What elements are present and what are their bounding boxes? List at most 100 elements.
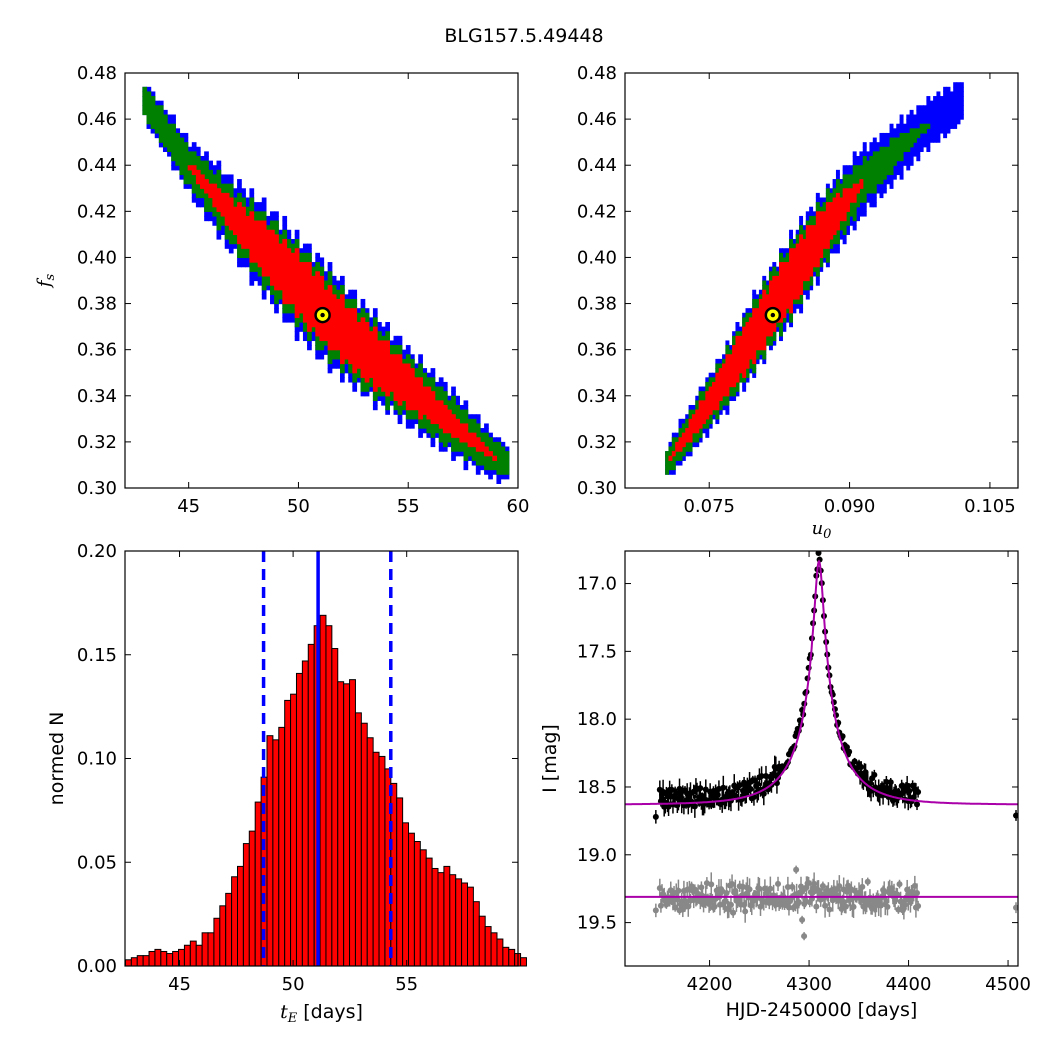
density-cell-3sigma bbox=[286, 317, 292, 323]
density-cell-2sigma bbox=[179, 151, 185, 157]
density-cell-1sigma bbox=[360, 354, 366, 360]
density-cell-2sigma bbox=[307, 252, 312, 259]
density-cell-1sigma bbox=[270, 243, 275, 249]
density-cell-3sigma bbox=[463, 400, 469, 406]
density-cell-1sigma bbox=[323, 331, 329, 337]
density-cell-2sigma bbox=[695, 432, 700, 438]
density-cell-1sigma bbox=[298, 266, 304, 272]
density-cell-1sigma bbox=[302, 312, 308, 318]
density-cell-2sigma bbox=[245, 252, 251, 259]
density-cell-2sigma bbox=[257, 211, 263, 217]
density-cell-2sigma bbox=[434, 391, 440, 397]
density-cell-2sigma bbox=[665, 455, 670, 461]
density-cell-3sigma bbox=[829, 188, 834, 194]
density-cell-2sigma bbox=[822, 252, 827, 259]
density-cell-1sigma bbox=[459, 437, 465, 443]
density-cell-3sigma bbox=[956, 82, 961, 88]
density-cell-3sigma bbox=[916, 156, 921, 162]
density-cell-2sigma bbox=[253, 266, 259, 272]
density-cell-2sigma bbox=[154, 105, 160, 111]
density-cell-3sigma bbox=[195, 197, 201, 203]
density-cell-2sigma bbox=[200, 192, 205, 199]
density-cell-1sigma bbox=[339, 335, 345, 342]
density-cell-1sigma bbox=[352, 363, 358, 369]
density-cell-3sigma bbox=[257, 206, 263, 212]
density-cell-1sigma bbox=[274, 271, 279, 277]
density-cell-2sigma bbox=[738, 331, 743, 337]
density-cell-3sigma bbox=[906, 114, 911, 120]
density-cell-2sigma bbox=[675, 455, 680, 461]
density-cell-1sigma bbox=[290, 257, 296, 263]
density-cell-1sigma bbox=[237, 225, 242, 231]
density-cell-2sigma bbox=[175, 142, 181, 148]
density-cell-3sigma bbox=[216, 229, 222, 235]
density-cell-3sigma bbox=[282, 312, 288, 318]
density-cell-2sigma bbox=[162, 123, 168, 129]
density-cell-1sigma bbox=[249, 215, 255, 222]
density-cell-3sigma bbox=[906, 128, 911, 134]
density-cell-1sigma bbox=[430, 395, 436, 401]
density-cell-2sigma bbox=[261, 211, 267, 217]
density-cell-3sigma bbox=[191, 192, 197, 199]
density-cell-2sigma bbox=[471, 418, 477, 425]
density-cell-3sigma bbox=[708, 372, 713, 378]
density-cell-3sigma bbox=[298, 248, 304, 254]
density-cell-3sigma bbox=[849, 220, 854, 226]
density-cell-2sigma bbox=[442, 395, 448, 401]
density-cell-2sigma bbox=[232, 197, 238, 203]
density-cell-2sigma bbox=[779, 331, 783, 337]
density-cell-2sigma bbox=[765, 289, 770, 295]
density-cell-3sigma bbox=[434, 432, 440, 438]
density-cell-2sigma bbox=[849, 179, 854, 185]
density-cell-1sigma bbox=[377, 381, 382, 388]
density-cell-3sigma bbox=[953, 91, 958, 97]
density-cell-1sigma bbox=[430, 391, 436, 397]
density-cell-3sigma bbox=[735, 326, 740, 332]
density-cell-3sigma bbox=[675, 460, 680, 466]
density-cell-3sigma bbox=[323, 275, 329, 282]
density-cell-2sigma bbox=[204, 169, 209, 176]
density-cell-1sigma bbox=[352, 322, 358, 328]
density-cell-3sigma bbox=[748, 368, 753, 374]
density-cell-3sigma bbox=[360, 298, 366, 305]
density-cell-2sigma bbox=[500, 469, 506, 475]
density-cell-1sigma bbox=[319, 285, 325, 291]
density-cell-3sigma bbox=[368, 317, 374, 323]
density-cell-1sigma bbox=[311, 285, 316, 291]
density-cell-2sigma bbox=[475, 455, 481, 461]
density-cell-2sigma bbox=[191, 179, 197, 185]
density-cell-1sigma bbox=[381, 377, 386, 383]
density-cell-1sigma bbox=[405, 372, 411, 378]
density-cell-2sigma bbox=[842, 225, 847, 231]
density-cell-1sigma bbox=[307, 275, 312, 282]
density-cell-1sigma bbox=[228, 225, 234, 231]
density-cell-1sigma bbox=[307, 303, 312, 309]
density-cell-1sigma bbox=[401, 363, 407, 369]
density-cell-3sigma bbox=[809, 285, 814, 291]
density-cell-1sigma bbox=[335, 335, 341, 342]
density-cell-1sigma bbox=[315, 294, 321, 300]
density-cell-2sigma bbox=[142, 105, 148, 111]
density-cell-2sigma bbox=[348, 363, 353, 369]
density-cell-1sigma bbox=[323, 335, 329, 342]
density-cell-3sigma bbox=[492, 469, 498, 475]
density-cell-1sigma bbox=[302, 317, 308, 323]
density-cell-1sigma bbox=[261, 243, 267, 249]
density-cell-1sigma bbox=[290, 298, 296, 305]
density-cell-2sigma bbox=[265, 280, 271, 286]
density-cell-3sigma bbox=[953, 82, 958, 88]
density-cell-3sigma bbox=[919, 137, 924, 143]
density-cell-3sigma bbox=[809, 206, 814, 212]
density-cell-1sigma bbox=[253, 234, 259, 240]
density-cell-1sigma bbox=[459, 432, 465, 438]
density-cell-2sigma bbox=[397, 349, 403, 355]
density-cell-1sigma bbox=[405, 381, 411, 388]
density-cell-2sigma bbox=[146, 114, 152, 120]
density-cell-3sigma bbox=[879, 137, 884, 143]
density-cell-3sigma bbox=[681, 418, 686, 425]
density-cell-2sigma bbox=[422, 381, 428, 388]
density-cell-3sigma bbox=[953, 86, 958, 93]
density-cell-1sigma bbox=[290, 280, 296, 286]
density-cell-3sigma bbox=[237, 183, 242, 189]
density-cell-3sigma bbox=[447, 441, 452, 448]
